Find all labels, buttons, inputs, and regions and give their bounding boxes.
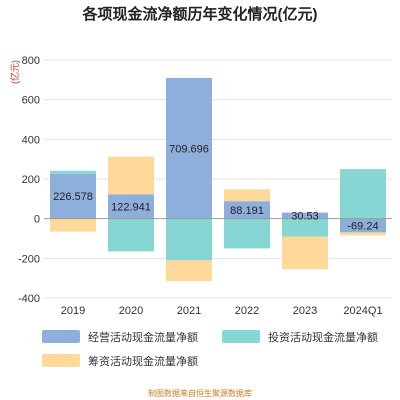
bar-series2-2020 <box>108 156 154 195</box>
data-label-2023: 30.53 <box>291 211 319 223</box>
y-axis: -400 -200 0 200 400 600 800 <box>18 55 40 305</box>
bar-series0-2022 <box>224 201 270 219</box>
x-tick-label: 2021 <box>177 305 201 317</box>
chart-title: 各项现金流净额历年变化情况(亿元) <box>82 5 318 23</box>
bar-series0-2021 <box>166 77 212 219</box>
y-tick-label: 0 <box>34 214 40 226</box>
bar-series1-2022 <box>224 218 270 249</box>
x-tick-label: 2022 <box>235 305 259 317</box>
x-tick-label: 2020 <box>119 305 143 317</box>
legend-label-1: 投资活动现金流量净额 <box>268 330 378 344</box>
bar-series1-2020 <box>108 218 154 252</box>
bars <box>50 77 386 282</box>
bar-series0-2020 <box>108 194 154 219</box>
grid-lines <box>44 59 392 299</box>
x-tick-label: 2019 <box>61 305 85 317</box>
x-tick-label: 2024Q1 <box>343 305 382 317</box>
bar-series2-2023 <box>282 236 328 270</box>
bar-series0-2024Q1 <box>340 218 386 233</box>
y-tick-label: 800 <box>22 55 40 67</box>
legend-swatch-1 <box>222 330 260 343</box>
bar-series0-2023 <box>282 212 328 219</box>
y-tick-label: 600 <box>22 95 40 107</box>
x-tick-label: 2023 <box>293 305 317 317</box>
data-label-2021: 709.696 <box>169 143 209 155</box>
data-label-2019: 226.578 <box>53 191 93 203</box>
bar-series2-2019 <box>50 218 96 232</box>
data-label-2022: 88.191 <box>230 205 264 217</box>
legend-swatch-0 <box>42 330 80 343</box>
data-label-2024Q1: -69.24 <box>347 221 378 233</box>
data-label-2020: 122.941 <box>111 201 151 213</box>
y-unit-label: (亿元) <box>9 60 20 84</box>
bar-series1-2024Q1 <box>340 169 386 219</box>
x-axis: 2019 2020 2021 2022 2023 2024Q1 <box>61 305 383 317</box>
legend-label-2: 筹资活动现金流量净额 <box>88 354 198 368</box>
bar-series1-2023 <box>282 218 328 237</box>
y-tick-label: -400 <box>18 293 40 305</box>
legend-label-0: 经营活动现金流量净额 <box>88 330 198 344</box>
legend-swatch-2 <box>42 354 80 367</box>
bar-series2-2021 <box>166 260 212 282</box>
bar-series1-2021 <box>166 218 212 261</box>
y-tick-label: 400 <box>22 134 40 146</box>
y-tick-label: -200 <box>18 253 40 265</box>
bar-series0-2019 <box>50 173 96 219</box>
bar-series1-2019 <box>50 170 96 174</box>
bar-series2-2022 <box>224 189 270 202</box>
data-labels: 226.578 122.941 709.696 88.191 30.53 -69.24 <box>53 143 378 232</box>
source-note: 制图数据来自恒生聚源数据库 <box>148 388 252 398</box>
bar-series2-2024Q1 <box>340 232 386 236</box>
y-tick-label: 200 <box>22 174 40 186</box>
